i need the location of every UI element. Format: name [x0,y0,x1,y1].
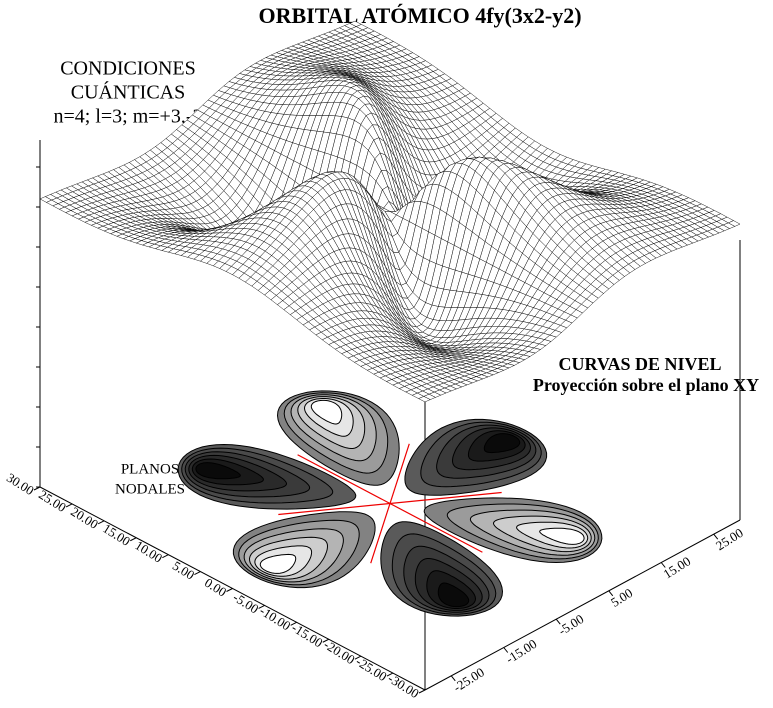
x-tick [322,638,329,643]
contour-level [310,399,343,425]
contour-level [437,582,470,608]
x-tick [33,486,41,491]
x-tick [65,503,73,508]
y-axis [424,519,741,691]
x-tick-label: -15.00 [289,620,325,651]
x-tick-label: 10.00 [132,538,165,566]
x-tick [97,520,105,525]
x-tick-label: 15.00 [100,521,133,549]
nodal-plane [278,491,502,516]
conditions-line: n=4; l=3; m=+3,-3 [53,106,202,128]
contour-level [195,462,241,480]
y-tick-label: 15.00 [660,553,693,581]
y-tick [608,590,614,597]
x-tick-label: 0.00 [202,575,229,600]
x-tick [130,537,137,542]
contour-level [483,433,521,454]
nodal-label: NODALES [115,481,185,497]
y-tick-label: -25.00 [450,664,486,695]
x-tick [290,621,297,626]
x-tick [386,672,394,677]
conditions-line: CUÁNTICAS [71,81,185,104]
x-tick-label: 5.00 [170,558,197,583]
y-tick [450,675,456,682]
y-tick [713,533,719,540]
x-tick [194,571,201,576]
x-tick-label: -20.00 [321,637,357,668]
mesh-cell [418,396,431,403]
y-tick-label: 25.00 [713,525,746,553]
y-tick-label: -5.00 [555,611,586,638]
x-tick-label: -30.00 [385,671,421,702]
x-tick-label: -25.00 [353,654,389,685]
nodal-label: PLANOS [121,461,179,477]
x-tick [354,655,362,660]
x-tick [418,689,426,694]
contour-level [539,527,585,545]
x-tick-label: -10.00 [257,603,293,634]
y-tick [503,647,509,653]
x-tick [162,554,169,559]
x-tick-label: 20.00 [68,504,101,532]
y-tick [555,618,561,625]
chart-title: ORBITAL ATÓMICO 4fy(3x2-y2) [258,3,581,28]
contour-map [177,390,603,617]
contour-level [259,553,297,574]
x-tick-label: 30.00 [4,470,37,498]
x-tick [258,604,265,609]
conditions-line: CONDICIONES [60,58,196,80]
x-tick-label: -5.00 [230,589,261,616]
x-tick-label: 25.00 [36,487,69,515]
y-tick-label: -15.00 [503,636,539,667]
x-tick [226,588,233,592]
surface-mesh [39,20,741,403]
contours-subtitle: Proyección sobre el plano XY [533,375,759,395]
contours-title: CURVAS DE NIVEL [558,354,721,374]
y-tick [660,562,666,568]
